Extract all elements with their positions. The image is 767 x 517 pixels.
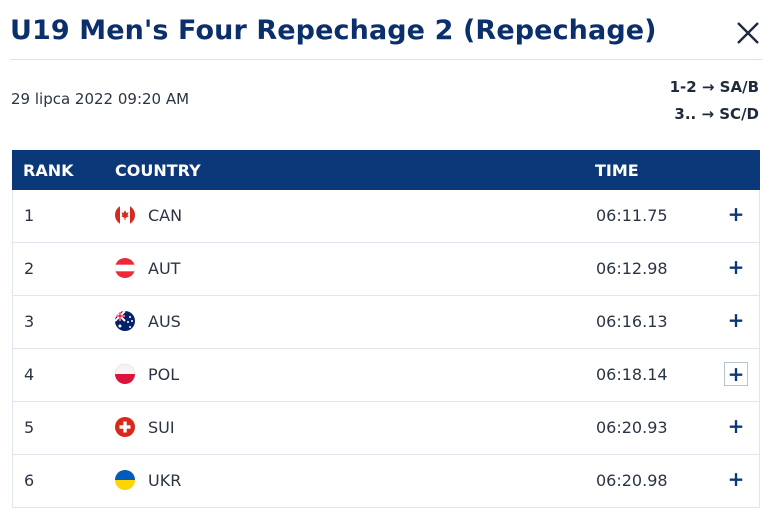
ukraine-flag-icon [115, 470, 135, 490]
progression-rules: 1-2 → SA/B 3.. → SC/D [670, 74, 759, 128]
progression-rule: 3.. → SC/D [674, 105, 759, 123]
expand-row-button[interactable]: + [727, 467, 745, 491]
page-title: U19 Men's Four Repechage 2 (Repechage) [10, 15, 657, 46]
time-cell: 06:11.75 [596, 206, 668, 225]
rank-cell: 6 [24, 471, 35, 490]
table-row: 3 AUS 06:16.13 + [12, 296, 760, 349]
country-cell: CAN [148, 206, 183, 225]
header-divider [10, 59, 762, 60]
switzerland-flag-icon [115, 417, 135, 437]
expand-row-button[interactable]: + [727, 202, 745, 226]
table-row: 1 CAN 06:11.75 + [12, 190, 760, 243]
time-cell: 06:20.93 [596, 418, 668, 437]
poland-flag-icon [115, 364, 135, 384]
table-row: 5 SUI 06:20.93 + [12, 402, 760, 455]
country-cell: SUI [148, 418, 175, 437]
time-cell: 06:16.13 [596, 312, 668, 331]
rank-cell: 4 [24, 365, 35, 384]
country-cell: POL [148, 365, 180, 384]
column-header-country: COUNTRY [115, 161, 201, 180]
canada-flag-icon [115, 205, 135, 225]
expand-row-button[interactable]: + [727, 414, 745, 438]
table-row: 6 UKR 06:20.98 + [12, 455, 760, 508]
country-cell: AUS [148, 312, 181, 331]
progression-rule: 1-2 → SA/B [669, 78, 759, 96]
country-cell: AUT [148, 259, 181, 278]
time-cell: 06:12.98 [596, 259, 668, 278]
rank-cell: 5 [24, 418, 35, 437]
time-cell: 06:20.98 [596, 471, 668, 490]
austria-flag-icon [115, 258, 135, 278]
rank-cell: 2 [24, 259, 35, 278]
expand-row-button[interactable]: + [727, 308, 745, 332]
table-row: 4 POL 06:18.14 + [12, 349, 760, 402]
country-cell: UKR [148, 471, 182, 490]
results-table: RANK COUNTRY TIME 1 CAN 06:11.75 + 2 AUT… [12, 150, 760, 508]
rank-cell: 3 [24, 312, 35, 331]
time-cell: 06:18.14 [596, 365, 668, 384]
close-button[interactable] [733, 18, 763, 48]
rank-cell: 1 [24, 206, 35, 225]
australia-flag-icon [115, 311, 135, 331]
column-header-time: TIME [595, 161, 639, 180]
close-icon [737, 22, 759, 44]
expand-row-button[interactable]: + [727, 255, 745, 279]
table-row: 2 AUT 06:12.98 + [12, 243, 760, 296]
expand-row-button[interactable]: + [724, 362, 748, 386]
table-header: RANK COUNTRY TIME [12, 150, 760, 190]
column-header-rank: RANK [23, 161, 74, 180]
race-date: 29 lipca 2022 09:20 AM [11, 90, 190, 108]
